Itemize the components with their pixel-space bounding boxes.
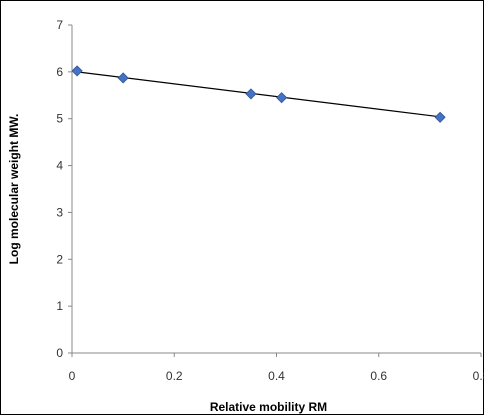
y-tick-label: 5 xyxy=(56,112,63,126)
y-tick-label: 0 xyxy=(56,346,63,360)
data-point xyxy=(117,72,129,84)
x-axis-title: Relative mobility RM xyxy=(210,400,327,414)
y-tick-label: 4 xyxy=(56,159,63,173)
x-axis-ticks: 0 0.2 0.4 0.6 0.8 xyxy=(69,353,484,383)
y-tick-label: 3 xyxy=(56,205,63,219)
data-point xyxy=(245,88,257,100)
x-tick-label: 0 xyxy=(69,369,76,383)
y-tick-label: 7 xyxy=(56,18,63,32)
y-axis-ticks: 0 1 2 3 4 5 6 7 xyxy=(56,18,72,360)
y-tick-label: 2 xyxy=(56,252,63,266)
data-point xyxy=(71,65,83,77)
data-points xyxy=(71,65,446,123)
data-point xyxy=(434,111,446,123)
x-tick-label: 0.6 xyxy=(370,369,387,383)
x-tick-label: 0.2 xyxy=(166,369,183,383)
trendline xyxy=(77,71,441,118)
x-tick-label: 0.8 xyxy=(473,369,484,383)
y-tick-label: 6 xyxy=(56,65,63,79)
x-tick-label: 0.4 xyxy=(268,369,285,383)
data-point xyxy=(276,92,288,104)
y-axis-title: Log molecular weight MW. xyxy=(7,114,21,265)
y-tick-label: 1 xyxy=(56,299,63,313)
